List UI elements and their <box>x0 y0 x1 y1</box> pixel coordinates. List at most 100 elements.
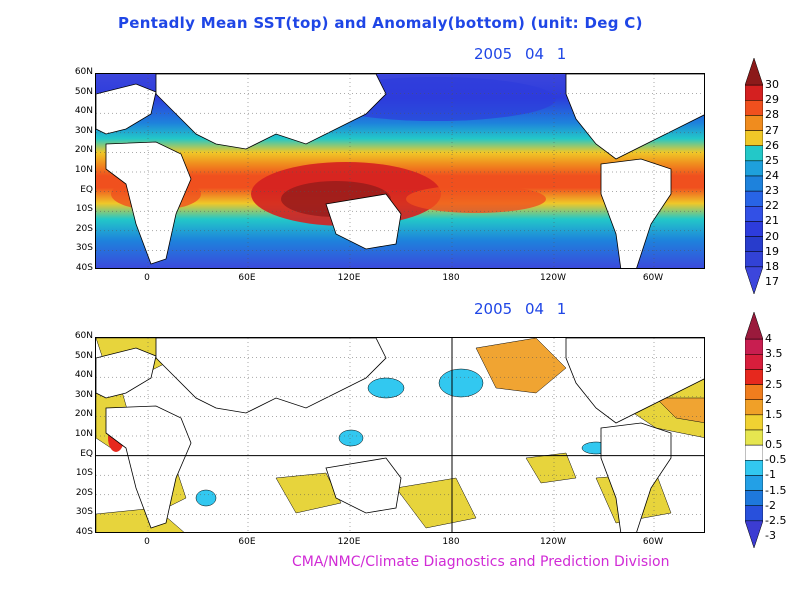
top-panel-date: 2005 04 1 <box>474 45 567 63</box>
lon-label: 120E <box>337 273 361 283</box>
colorbar-swatch <box>744 100 764 116</box>
lat-label: 10N <box>74 429 93 439</box>
lon-label: 60W <box>642 537 664 547</box>
colorbar-label: 22 <box>765 199 779 213</box>
credit-text: CMA/NMC/Climate Diagnostics and Predicti… <box>292 554 670 570</box>
colorbar-swatch <box>744 115 764 131</box>
anomaly-gridlines <box>96 338 704 532</box>
colorbar-graphic <box>744 57 764 295</box>
colorbar-label: 17 <box>765 275 779 288</box>
lon-label: 180 <box>442 273 460 283</box>
colorbar-label: 3.5 <box>765 347 783 361</box>
colorbar-swatch <box>744 429 764 446</box>
anomaly-map-panel <box>95 337 705 533</box>
colorbar-label: 2 <box>765 392 772 406</box>
lat-label: 30S <box>75 507 93 518</box>
lat-label: 10N <box>74 165 93 175</box>
south-pacific-warm <box>406 185 546 213</box>
lat-label: 40N <box>74 106 93 117</box>
lon-label: 120W <box>539 273 567 283</box>
lon-label: 0 <box>144 273 150 283</box>
lon-label: 60E <box>238 537 256 547</box>
colorbar-swatch <box>744 414 764 431</box>
colorbar-label: 19 <box>765 244 779 258</box>
lon-label: 120E <box>337 537 361 547</box>
colorbar-swatch <box>744 236 764 252</box>
colorbar-swatch <box>744 354 764 370</box>
colorbar-label: 26 <box>765 138 779 152</box>
colorbar-label: 18 <box>765 259 779 273</box>
lat-label: 30N <box>74 389 93 400</box>
colorbar-swatch <box>744 266 764 295</box>
colorbar-label: 24 <box>765 169 779 182</box>
colorbar-label: 29 <box>765 93 779 107</box>
lat-label: 40S <box>75 263 93 273</box>
lat-label: 50N <box>74 86 93 97</box>
colorbar-swatch <box>744 444 764 461</box>
colorbar-label: 1.5 <box>765 407 783 421</box>
colorbar-swatch <box>744 145 764 162</box>
lon-label: 180 <box>442 537 460 547</box>
colorbar-swatch <box>744 84 764 101</box>
lat-label: 30N <box>74 125 93 136</box>
south-america <box>600 158 672 268</box>
sst-colorbar: 30 29 28 27 26 25 24 23 22 21 20 19 18 17 <box>744 57 779 295</box>
lat-label: 40N <box>74 370 93 381</box>
lon-label: 60E <box>238 273 256 283</box>
colorbar-label: 30 <box>765 78 779 92</box>
lon-label: 60W <box>642 273 664 283</box>
colorbar-label: -2.5 <box>765 513 787 527</box>
australia <box>325 193 402 250</box>
colorbar-swatch <box>744 130 764 146</box>
colorbar-label: -1 <box>765 468 776 482</box>
colorbar-swatch <box>744 490 764 506</box>
anomaly-map <box>96 338 704 532</box>
page-title: Pentadly Mean SST(top) and Anomaly(botto… <box>118 14 643 32</box>
colorbar-swatch <box>744 175 764 192</box>
colorbar-swatch <box>744 369 764 385</box>
lon-label: 120W <box>539 537 567 547</box>
asia <box>155 74 387 150</box>
lat-label: 20N <box>74 145 93 156</box>
lat-label: 30S <box>75 243 93 254</box>
bottom-panel-date: 2005 04 1 <box>474 300 567 318</box>
colorbar-label: -3 <box>765 529 776 542</box>
lat-label: 60N <box>74 331 93 341</box>
colorbar-swatch <box>744 160 764 177</box>
colorbar-swatch <box>744 221 764 237</box>
colorbar-swatch <box>744 311 764 340</box>
colorbar-swatch <box>744 251 764 268</box>
colorbar-label: 0.5 <box>765 438 783 452</box>
north-america <box>565 74 704 160</box>
colorbar-swatch <box>744 460 764 476</box>
lat-label: 20S <box>75 487 93 498</box>
lat-label: 10S <box>75 468 93 479</box>
colorbar-swatch <box>744 520 764 549</box>
lat-label: 50N <box>74 350 93 361</box>
lat-label: 20N <box>74 409 93 420</box>
lat-label: 40S <box>75 527 93 537</box>
europe <box>96 83 157 135</box>
colorbar-swatch <box>744 475 764 491</box>
negative-anomalies <box>195 368 652 507</box>
colorbar-label: -0.5 <box>765 453 787 467</box>
gridlines <box>96 74 704 268</box>
colorbar-label: -1.5 <box>765 483 787 497</box>
colorbar-swatch <box>744 206 764 222</box>
lon-label: 0 <box>144 537 150 547</box>
sst-map <box>96 74 704 268</box>
lat-label: EQ <box>80 448 93 459</box>
colorbar-label: 1 <box>765 423 772 436</box>
colorbar-label: 3 <box>765 362 772 376</box>
landmasses <box>96 74 704 268</box>
colorbar-swatch <box>744 338 764 355</box>
sst-map-panel <box>95 73 705 269</box>
lat-label: EQ <box>80 184 93 195</box>
lat-label: 60N <box>74 67 93 77</box>
colorbar-label: 20 <box>765 229 779 243</box>
colorbar-label: -2 <box>765 498 776 512</box>
colorbar-swatch <box>744 190 764 207</box>
colorbar-label: 27 <box>765 123 779 137</box>
colorbar-label: 2.5 <box>765 377 783 391</box>
lat-label: 20S <box>75 223 93 234</box>
